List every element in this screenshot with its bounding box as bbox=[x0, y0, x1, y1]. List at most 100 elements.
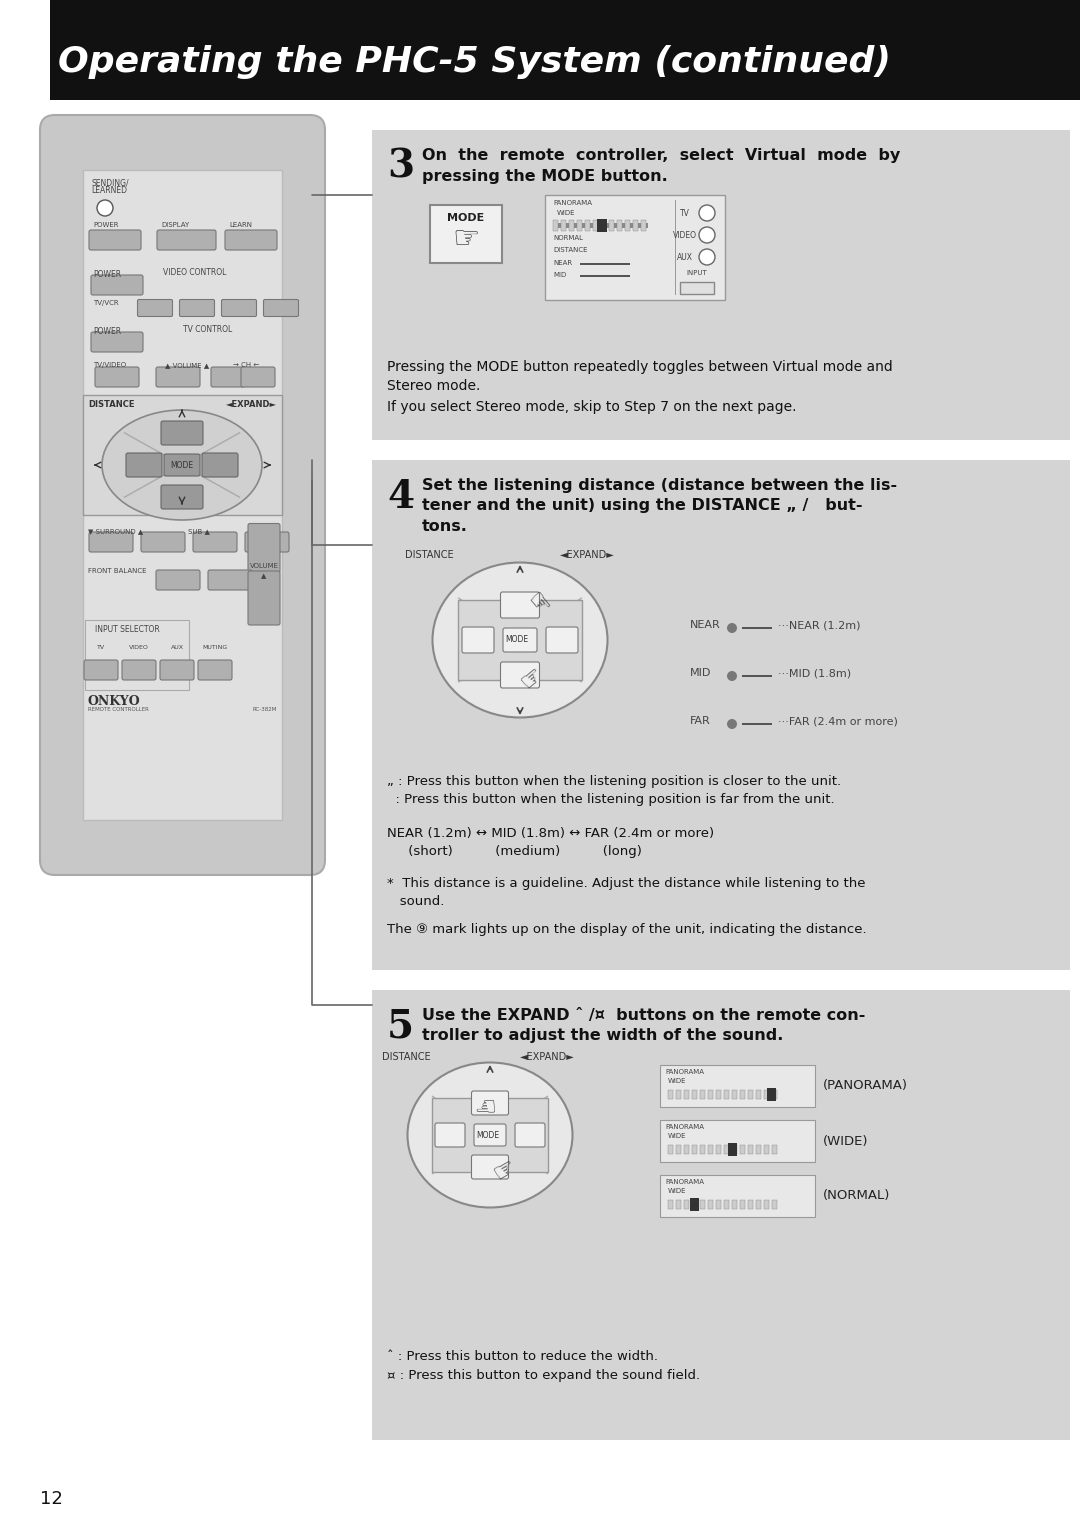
Bar bbox=[432, 1099, 548, 1172]
Text: ☞: ☞ bbox=[471, 1091, 494, 1115]
Bar bbox=[684, 1199, 689, 1209]
Bar bbox=[676, 1089, 681, 1099]
FancyBboxPatch shape bbox=[500, 591, 540, 617]
Text: ◄EXPAND►: ◄EXPAND► bbox=[561, 550, 615, 559]
Bar bbox=[669, 1199, 673, 1209]
FancyBboxPatch shape bbox=[40, 115, 325, 876]
Bar bbox=[83, 170, 282, 821]
Text: MODE: MODE bbox=[505, 636, 528, 643]
Bar bbox=[692, 1199, 697, 1209]
Bar bbox=[732, 1144, 737, 1154]
Text: 4: 4 bbox=[387, 478, 414, 516]
Text: ▲: ▲ bbox=[261, 573, 267, 579]
Text: „ : Press this button when the listening position is closer to the unit.
  : Pre: „ : Press this button when the listening… bbox=[387, 775, 841, 807]
Bar bbox=[748, 1144, 753, 1154]
Text: ONKYO: ONKYO bbox=[87, 695, 140, 707]
Text: PANORAMA: PANORAMA bbox=[665, 1125, 704, 1131]
Ellipse shape bbox=[407, 1062, 572, 1207]
Bar bbox=[740, 1144, 745, 1154]
Text: TV: TV bbox=[97, 645, 105, 649]
FancyBboxPatch shape bbox=[264, 299, 298, 316]
Text: On  the  remote  controller,  select  Virtual  mode  by
pressing the MODE button: On the remote controller, select Virtual… bbox=[422, 148, 901, 183]
Text: Pressing the MODE button repeatedly toggles between Virtual mode and
Stereo mode: Pressing the MODE button repeatedly togg… bbox=[387, 361, 893, 394]
Bar bbox=[716, 1144, 721, 1154]
Bar bbox=[430, 205, 502, 263]
Ellipse shape bbox=[102, 410, 262, 520]
FancyBboxPatch shape bbox=[157, 231, 216, 251]
FancyBboxPatch shape bbox=[126, 452, 162, 477]
FancyBboxPatch shape bbox=[472, 1091, 509, 1115]
Text: 3: 3 bbox=[387, 148, 414, 186]
Bar bbox=[716, 1199, 721, 1209]
Text: POWER: POWER bbox=[93, 270, 121, 280]
FancyBboxPatch shape bbox=[91, 332, 143, 351]
Bar bbox=[372, 990, 1070, 1439]
Bar bbox=[732, 1199, 737, 1209]
FancyBboxPatch shape bbox=[161, 422, 203, 445]
FancyBboxPatch shape bbox=[160, 660, 194, 680]
FancyBboxPatch shape bbox=[95, 367, 139, 387]
Bar bbox=[772, 1144, 777, 1154]
FancyBboxPatch shape bbox=[89, 231, 141, 251]
FancyBboxPatch shape bbox=[211, 367, 245, 387]
Bar bbox=[372, 460, 1070, 970]
Text: 12: 12 bbox=[40, 1490, 63, 1508]
Text: 5: 5 bbox=[387, 1008, 414, 1047]
Text: WIDE: WIDE bbox=[669, 1077, 687, 1083]
Bar bbox=[676, 1199, 681, 1209]
Text: RC-382M: RC-382M bbox=[253, 707, 276, 712]
FancyBboxPatch shape bbox=[221, 299, 257, 316]
FancyBboxPatch shape bbox=[122, 660, 156, 680]
Bar bbox=[728, 1143, 737, 1157]
FancyBboxPatch shape bbox=[503, 628, 537, 652]
Bar bbox=[660, 1175, 815, 1216]
Bar bbox=[553, 220, 558, 231]
FancyBboxPatch shape bbox=[515, 1123, 545, 1148]
FancyBboxPatch shape bbox=[84, 660, 118, 680]
FancyBboxPatch shape bbox=[248, 571, 280, 625]
Ellipse shape bbox=[432, 562, 607, 718]
Text: REMOTE CONTROLLER: REMOTE CONTROLLER bbox=[87, 707, 149, 712]
Circle shape bbox=[727, 720, 737, 729]
Bar bbox=[767, 1088, 777, 1102]
Text: ˆ : Press this button to reduce the width.
¤ : Press this button to expand the s: ˆ : Press this button to reduce the widt… bbox=[387, 1351, 700, 1381]
Bar bbox=[553, 223, 648, 228]
Bar bbox=[609, 220, 615, 231]
Bar bbox=[0, 0, 1080, 99]
Bar bbox=[580, 275, 630, 277]
FancyBboxPatch shape bbox=[500, 662, 540, 688]
FancyBboxPatch shape bbox=[208, 570, 252, 590]
Bar bbox=[545, 196, 725, 299]
Text: AUX: AUX bbox=[171, 645, 184, 649]
Circle shape bbox=[727, 623, 737, 633]
Text: PANORAMA: PANORAMA bbox=[665, 1180, 704, 1186]
Bar bbox=[625, 220, 630, 231]
Bar bbox=[756, 1144, 761, 1154]
Bar bbox=[597, 219, 607, 232]
Text: INPUT: INPUT bbox=[687, 270, 707, 277]
FancyBboxPatch shape bbox=[472, 1155, 509, 1180]
Bar bbox=[740, 1089, 745, 1099]
Text: LEARN: LEARN bbox=[229, 222, 252, 228]
Bar bbox=[692, 1144, 697, 1154]
FancyBboxPatch shape bbox=[141, 532, 185, 552]
Text: *  This distance is a guideline. Adjust the distance while listening to the
   s: * This distance is a guideline. Adjust t… bbox=[387, 877, 865, 908]
Text: MUTING: MUTING bbox=[202, 645, 228, 649]
FancyBboxPatch shape bbox=[179, 299, 215, 316]
Text: ▲ VOLUME ▲: ▲ VOLUME ▲ bbox=[165, 362, 210, 368]
Text: NEAR: NEAR bbox=[690, 620, 720, 630]
Text: POWER: POWER bbox=[93, 222, 119, 228]
Bar bbox=[772, 1089, 777, 1099]
Circle shape bbox=[699, 249, 715, 264]
Bar bbox=[580, 263, 630, 264]
FancyBboxPatch shape bbox=[225, 231, 276, 251]
FancyBboxPatch shape bbox=[248, 524, 280, 573]
FancyBboxPatch shape bbox=[91, 275, 143, 295]
Text: If you select Stereo mode, skip to Step 7 on the next page.: If you select Stereo mode, skip to Step … bbox=[387, 400, 797, 414]
Bar bbox=[617, 220, 622, 231]
Bar bbox=[700, 1144, 705, 1154]
Bar bbox=[742, 675, 772, 677]
Bar bbox=[724, 1199, 729, 1209]
Text: NORMAL: NORMAL bbox=[553, 235, 583, 241]
Text: ◄EXPAND►: ◄EXPAND► bbox=[519, 1051, 575, 1062]
